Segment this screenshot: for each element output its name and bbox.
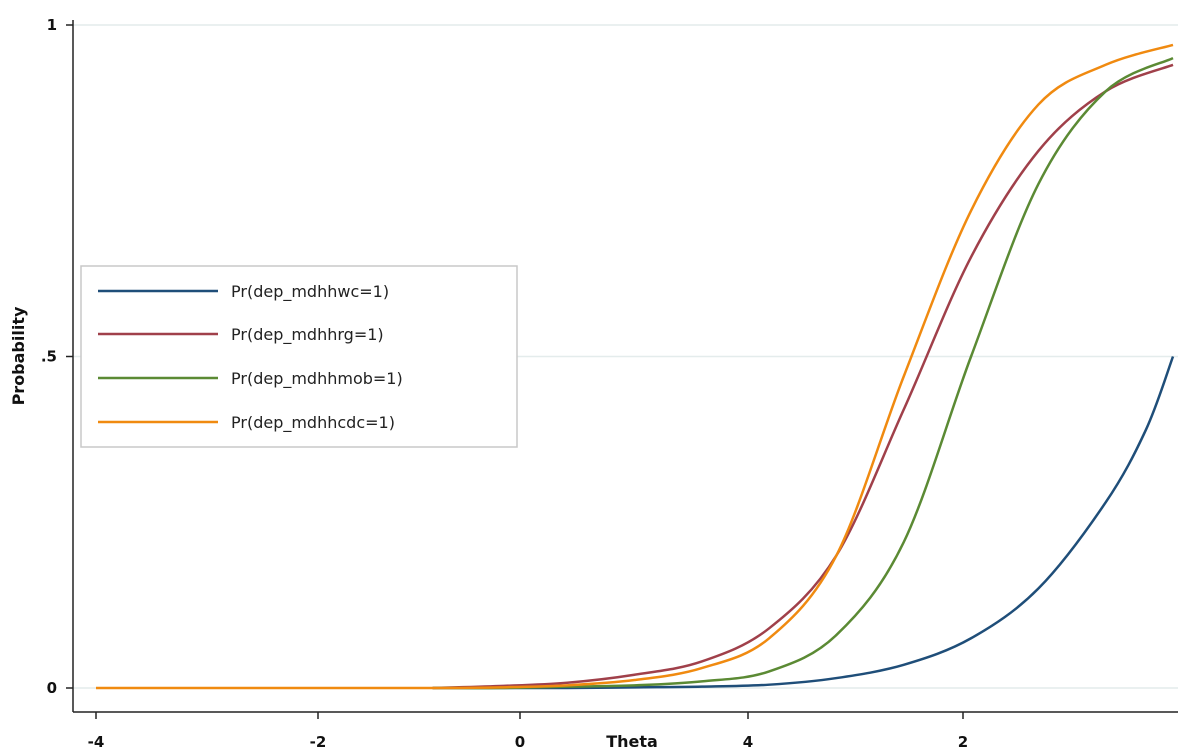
x-tick-layer: -4 -2 0 4 2 <box>88 712 968 751</box>
series-layer <box>95 43 1175 690</box>
legend-label: Pr(dep_mdhhrg=1) <box>231 325 384 345</box>
legend-label: Pr(dep_mdhhmob=1) <box>231 369 403 389</box>
axes-layer <box>72 20 1178 713</box>
x-tick-label: 2 <box>958 733 968 751</box>
x-tick-label: 0 <box>515 733 525 751</box>
x-tick-label: -2 <box>310 733 327 751</box>
x-tick-label: -4 <box>88 733 105 751</box>
x-axis-title: Theta <box>606 732 658 751</box>
legend-label: Pr(dep_mdhhwc=1) <box>231 282 389 302</box>
legend-box <box>80 265 518 448</box>
series-line-3 <box>432 57 1174 690</box>
y-tick-label: 0 <box>47 679 57 697</box>
y-tick-label: .5 <box>41 348 57 366</box>
series-line-4 <box>95 43 1174 690</box>
y-tick-label: 1 <box>47 16 57 34</box>
legend: Pr(dep_mdhhwc=1) Pr(dep_mdhhrg=1) Pr(dep_m… <box>80 265 518 448</box>
y-axis-title: Probability <box>9 306 28 405</box>
y-tick-layer: 0.51 <box>41 16 73 697</box>
series-line-1 <box>432 356 1175 690</box>
series-line-2 <box>432 63 1174 690</box>
legend-label: Pr(dep_mdhhcdc=1) <box>231 413 395 433</box>
x-tick-label: 4 <box>743 733 753 751</box>
